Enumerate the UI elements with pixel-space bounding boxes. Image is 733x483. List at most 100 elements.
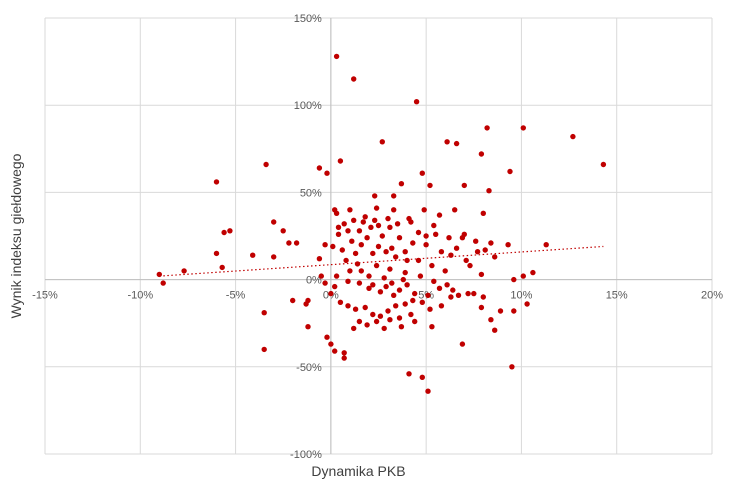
- data-point: [351, 76, 357, 82]
- data-point: [360, 219, 366, 225]
- data-point: [341, 350, 347, 356]
- data-point: [341, 355, 347, 361]
- x-axis-tick-labels: -15%-10%-5%0%5%10%15%20%: [32, 290, 723, 302]
- data-point: [448, 252, 454, 258]
- data-point: [509, 364, 515, 370]
- data-point: [381, 275, 387, 281]
- gridlines: [44, 17, 713, 455]
- data-point: [448, 294, 454, 300]
- data-point: [318, 273, 324, 279]
- data-point: [362, 214, 368, 220]
- data-point: [570, 133, 576, 140]
- data-point: [484, 125, 490, 131]
- data-point: [402, 269, 408, 276]
- data-point: [480, 294, 486, 300]
- data-point: [387, 266, 393, 272]
- data-point: [387, 317, 393, 323]
- data-point: [543, 242, 549, 248]
- data-point: [450, 287, 456, 293]
- data-point: [280, 228, 286, 234]
- data-point: [387, 224, 393, 230]
- data-point: [492, 327, 498, 333]
- data-point: [438, 303, 445, 309]
- data-point: [375, 243, 382, 250]
- data-point: [364, 235, 370, 241]
- data-point: [436, 285, 443, 291]
- data-point: [436, 212, 443, 218]
- data-point: [181, 268, 187, 274]
- data-point: [486, 188, 492, 194]
- data-point: [402, 249, 408, 255]
- data-point: [394, 221, 401, 227]
- data-point: [410, 297, 416, 304]
- data-point: [429, 262, 435, 269]
- y-tick-label: 0%: [306, 275, 322, 287]
- data-point: [431, 222, 437, 229]
- data-point: [465, 290, 471, 297]
- data-point: [391, 193, 397, 199]
- x-tick-label: 15%: [606, 290, 628, 302]
- data-point: [335, 231, 342, 237]
- data-point: [351, 217, 357, 223]
- data-point: [286, 240, 292, 246]
- data-point: [412, 318, 418, 325]
- data-point: [415, 229, 422, 236]
- data-point: [398, 324, 405, 330]
- data-point: [478, 271, 485, 278]
- data-point: [463, 257, 469, 264]
- data-point: [354, 261, 361, 267]
- data-point: [520, 125, 526, 131]
- data-point: [505, 242, 511, 248]
- data-point: [429, 324, 435, 330]
- data-point: [332, 283, 338, 290]
- data-point: [381, 325, 387, 332]
- data-point: [524, 301, 530, 307]
- data-point: [520, 273, 526, 279]
- data-point: [330, 243, 336, 250]
- data-point: [316, 256, 323, 262]
- data-point: [322, 242, 328, 248]
- x-tick-label: -10%: [127, 290, 153, 302]
- data-point: [471, 290, 477, 297]
- data-point: [364, 322, 370, 328]
- data-point: [461, 182, 467, 189]
- data-point: [419, 299, 425, 305]
- trendline-line: [159, 245, 604, 277]
- data-point: [324, 334, 330, 340]
- data-point: [455, 292, 462, 298]
- data-point: [492, 254, 498, 260]
- data-point: [419, 374, 425, 380]
- data-point: [373, 262, 380, 269]
- data-point: [383, 283, 389, 290]
- data-point: [352, 306, 359, 312]
- data-point: [488, 317, 494, 323]
- data-point: [372, 217, 378, 223]
- data-point: [227, 228, 233, 234]
- data-point: [349, 238, 355, 244]
- data-point: [373, 205, 380, 211]
- data-point: [600, 161, 607, 168]
- data-point: [459, 341, 466, 347]
- trendline: [159, 245, 604, 277]
- data-point: [396, 235, 403, 241]
- data-point: [160, 280, 166, 286]
- data-point: [433, 231, 439, 237]
- data-point: [396, 287, 403, 293]
- data-point: [404, 282, 410, 288]
- data-point: [316, 165, 323, 171]
- data-point: [425, 388, 431, 394]
- y-tick-label: 150%: [294, 13, 322, 25]
- data-point: [358, 242, 364, 248]
- data-point: [213, 250, 220, 257]
- x-tick-label: -5%: [226, 290, 246, 302]
- data-point: [425, 292, 431, 298]
- data-point: [444, 282, 450, 288]
- data-point: [404, 257, 410, 264]
- data-point: [343, 257, 349, 264]
- data-point: [497, 308, 504, 314]
- data-point: [339, 247, 345, 253]
- data-point: [341, 221, 347, 227]
- data-point: [219, 264, 225, 271]
- data-point: [375, 222, 382, 229]
